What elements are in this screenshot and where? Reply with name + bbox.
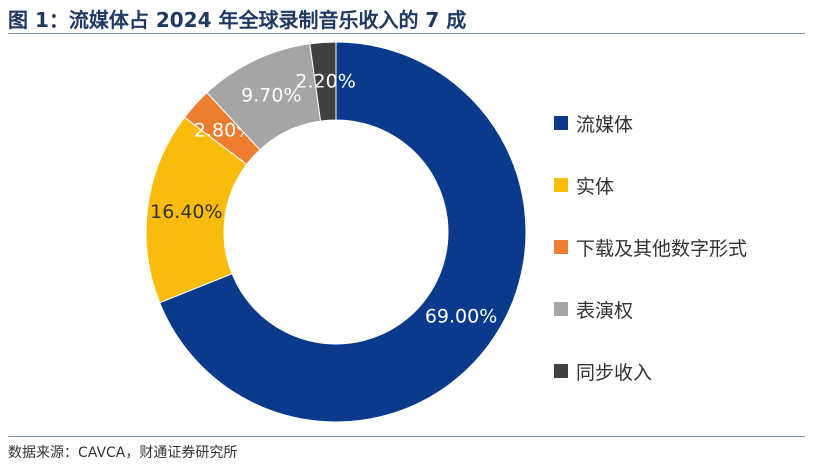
legend-swatch: [554, 116, 568, 130]
legend-label: 同步收入: [576, 361, 653, 384]
legend-item-1: 流媒体: [554, 92, 747, 154]
chart-legend: 流媒体实体下载及其他数字形式 表演权同步收入: [554, 92, 747, 402]
legend-swatch: [554, 240, 568, 254]
slice-label-5: 2.20%: [295, 70, 355, 92]
legend-swatch: [554, 302, 568, 316]
source-divider: [8, 436, 805, 437]
legend-label: 下载及其他数字形式: [576, 237, 748, 260]
legend-swatch: [554, 364, 568, 378]
title-divider: [8, 33, 805, 34]
legend-item-4: 表演权: [554, 278, 747, 340]
legend-label: 流媒体: [576, 113, 634, 136]
legend-item-2: 实体: [554, 154, 747, 216]
slice-label-4: 9.70%: [241, 85, 301, 107]
source-note: 数据来源：CAVCA，财通证券研究所: [8, 445, 238, 461]
legend-swatch: [554, 178, 568, 192]
slice-label-1: 69.00%: [425, 306, 497, 328]
donut-slice-1: [158, 41, 527, 423]
legend-label: 表演权: [576, 299, 634, 322]
donut-slice-5: [309, 41, 337, 122]
legend-label: 实体: [576, 175, 615, 198]
legend-item-3: 下载及其他数字形式: [554, 216, 747, 278]
legend-item-5: 同步收入: [554, 340, 747, 402]
slice-label-2: 16.40%: [150, 201, 222, 223]
chart-title: 图 1：流媒体占 2024 年全球录制音乐收入的 7 成: [8, 8, 467, 32]
